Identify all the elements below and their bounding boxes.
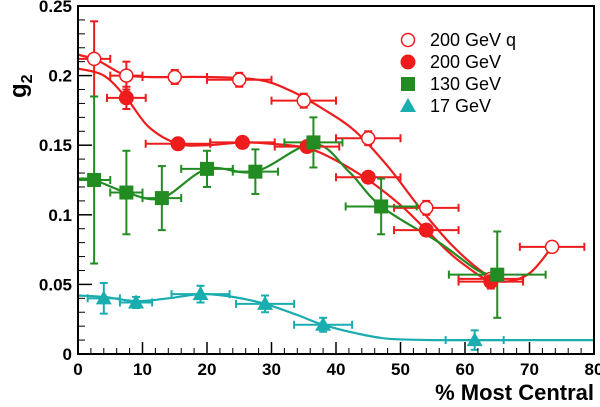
data-point-series-2 [119,185,134,200]
x-tick-label: 50 [391,360,410,379]
data-point-series-2 [248,164,263,179]
legend-label-2: 130 GeV [430,74,501,94]
legend-label-1: 200 GeV [430,52,501,72]
fit-curve-series-2 [77,142,498,276]
data-point-series-3 [192,286,209,301]
data-point-series-3 [466,332,483,347]
data-point-series-3 [315,316,332,331]
x-tick-label: 0 [73,360,82,379]
data-point-series-3 [128,294,145,309]
data-point-series-0 [232,72,247,88]
legend-label-3: 17 GeV [430,96,491,116]
data-point-series-1 [118,90,134,106]
data-point-series-2 [306,135,321,150]
x-tick-label: 80 [585,360,600,379]
data-point-series-2 [154,191,169,206]
data-point-series-2 [87,173,102,187]
data-point-series-1 [360,169,376,185]
data-point-series-0 [419,200,434,216]
y-tick-label: 0 [63,345,72,364]
data-point-series-2 [490,267,505,282]
x-tick-label: 60 [456,360,475,379]
y-tick-label: 0.05 [39,275,72,294]
x-tick-label: 40 [327,360,346,379]
data-point-series-0 [119,68,134,83]
data-markers [86,51,560,347]
axis-ticks [77,5,595,355]
tick-labels: 0 10 20 30 40 50 60 70 80 0 0.05 0.1 0.15 0.2 0.25 [39,0,600,379]
x-tick-label: 10 [133,360,152,379]
data-point-series-0 [296,93,311,108]
y-tick-label: 0.1 [48,206,72,225]
legend-marker-3 [400,98,416,112]
data-point-series-0 [167,69,182,85]
data-point-series-2 [200,161,214,176]
x-tick-label: 70 [520,360,539,379]
legend-label-0: 200 GeV q [430,30,516,50]
y-tick-label: 0.2 [48,67,72,86]
x-tick-label: 20 [198,360,217,379]
fit-curve-series-3 [77,292,594,342]
y-axis-label: g2 [5,74,36,98]
legend-marker-0 [400,32,416,48]
y-tick-label: 0.25 [39,0,72,16]
data-point-series-1 [234,134,250,150]
x-axis-label: % Most Central [435,380,594,405]
y-axis-label-subscript: 2 [19,74,36,83]
data-point-series-0 [86,51,102,67]
data-point-series-1 [170,136,186,152]
legend-marker-1 [400,54,416,70]
y-axis-label-main: g [5,83,32,98]
x-tick-label: 30 [262,360,281,379]
data-point-series-3 [257,295,274,310]
data-point-series-0 [544,239,560,255]
data-point-series-3 [95,290,112,305]
legend-marker-2 [401,77,415,91]
data-point-series-0 [361,130,376,146]
data-point-series-2 [374,199,389,214]
y-tick-label: 0.15 [39,136,72,155]
data-point-series-1 [418,222,434,238]
